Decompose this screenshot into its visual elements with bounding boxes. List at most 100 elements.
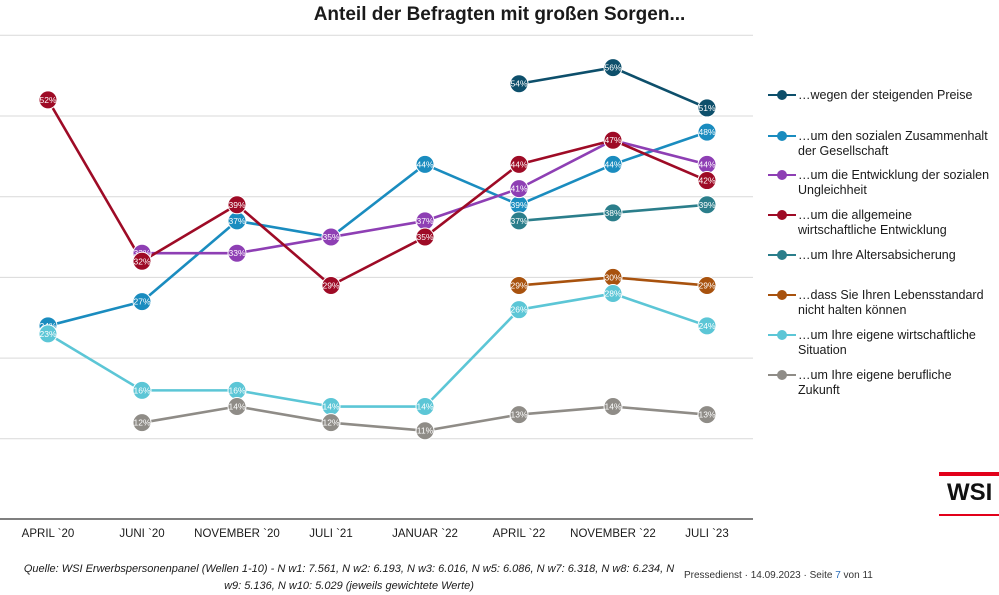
data-point	[415, 421, 435, 441]
data-point	[38, 324, 58, 344]
data-label: 44%	[416, 159, 433, 169]
wsi-logo: WSI	[939, 472, 999, 516]
legend-label: …wegen der steigenden Preise	[798, 88, 973, 102]
chart-title: Anteil der Befragten mit großen Sorgen..…	[313, 4, 686, 25]
legend-swatch	[768, 368, 798, 383]
data-label: 47%	[604, 135, 621, 145]
data-point	[38, 90, 58, 110]
data-point	[227, 195, 247, 215]
data-label: 35%	[416, 232, 433, 242]
legend-item: …um die Entwicklung der sozialen Ungleic…	[768, 168, 999, 198]
legend-label: …dass Sie Ihren Lebensstandard nicht hal…	[798, 288, 984, 317]
data-label: 26%	[510, 305, 527, 315]
data-point	[415, 154, 435, 174]
legend-swatch-dot	[777, 170, 787, 180]
data-point	[321, 413, 341, 433]
data-label: 38%	[604, 208, 621, 218]
data-label: 14%	[416, 402, 433, 412]
legend-swatch-dot	[777, 90, 787, 100]
data-label: 28%	[604, 289, 621, 299]
legend-swatch	[768, 288, 798, 303]
data-point	[321, 275, 341, 295]
page-footer: Pressedienst · 14.09.2023 · Seite 7 von …	[684, 570, 873, 581]
data-label: 32%	[133, 256, 150, 266]
data-point	[132, 292, 152, 312]
data-point	[603, 154, 623, 174]
legend-swatch-dot	[777, 290, 787, 300]
data-label: 23%	[39, 329, 56, 339]
legend-label: …um Ihre eigene wirtschaftliche Situatio…	[798, 328, 976, 357]
legend-swatch	[768, 88, 798, 103]
data-point	[321, 227, 341, 247]
data-point	[603, 397, 623, 417]
data-point	[603, 130, 623, 150]
data-label: 44%	[604, 159, 621, 169]
data-label: 39%	[228, 200, 245, 210]
data-label: 52%	[39, 95, 56, 105]
data-point	[697, 98, 717, 118]
data-point	[509, 275, 529, 295]
legend-swatch-dot	[777, 250, 787, 260]
legend-swatch-dot	[777, 131, 787, 141]
data-label: 11%	[417, 426, 434, 436]
data-label: 44%	[510, 159, 527, 169]
x-tick-label: NOVEMBER `22	[570, 528, 656, 540]
legend-item: …wegen der steigenden Preise	[768, 88, 999, 103]
data-label: 35%	[322, 232, 339, 242]
data-point	[227, 243, 247, 263]
data-label: 12%	[133, 418, 150, 428]
footer-suffix: von 11	[840, 570, 873, 581]
data-label: 12%	[322, 418, 339, 428]
data-label: 29%	[322, 280, 339, 290]
x-tick-label: JANUAR `22	[392, 528, 458, 540]
data-point	[697, 275, 717, 295]
data-point	[697, 171, 717, 191]
data-point	[697, 122, 717, 142]
series-line	[47, 130, 708, 328]
data-label: 41%	[510, 184, 527, 194]
footer-prefix: Pressedienst · 14.09.2023 · Seite	[684, 570, 836, 581]
data-point	[509, 179, 529, 199]
legend-label: …um die allgemeine wirtschaftliche Entwi…	[798, 208, 947, 237]
data-point	[132, 251, 152, 271]
data-label: 16%	[133, 385, 150, 395]
data-point	[603, 58, 623, 78]
legend-item: …um Ihre eigene berufliche Zukunft	[768, 368, 999, 398]
data-point	[132, 380, 152, 400]
data-label: 14%	[322, 402, 339, 412]
data-label: 42%	[698, 176, 715, 186]
legend-swatch-dot	[777, 330, 787, 340]
x-tick-label: NOVEMBER `20	[194, 528, 280, 540]
data-point	[603, 203, 623, 223]
x-tick-label: JULI `23	[685, 528, 728, 540]
legend-swatch-dot	[777, 210, 787, 220]
x-tick-label: JUNI `20	[119, 528, 164, 540]
source-note: Quelle: WSI Erwerbspersonenpanel (Wellen…	[23, 563, 675, 592]
legend-label: …um die Entwicklung der sozialen Ungleic…	[798, 168, 990, 197]
data-point	[132, 413, 152, 433]
legend-swatch	[768, 129, 798, 144]
data-label: 13%	[510, 410, 527, 420]
x-tick-label: APRIL `22	[493, 528, 546, 540]
series-line	[46, 99, 708, 287]
data-point	[509, 300, 529, 320]
data-point	[697, 195, 717, 215]
data-label: 37%	[228, 216, 245, 226]
data-point	[697, 405, 717, 425]
data-point	[509, 74, 529, 94]
data-label: 14%	[228, 402, 245, 412]
legend-item: …um Ihre Altersabsicherung	[768, 248, 999, 263]
x-tick-label: APRIL `20	[22, 528, 75, 540]
legend-swatch	[768, 168, 798, 183]
data-point	[509, 211, 529, 231]
data-label: 27%	[133, 297, 150, 307]
legend-label: …um den sozialen Zusammenhalt der Gesell…	[798, 129, 988, 158]
series-line	[47, 292, 708, 408]
data-label: 44%	[698, 159, 715, 169]
data-label: 13%	[698, 410, 715, 420]
legend-item: …um Ihre eigene wirtschaftliche Situatio…	[768, 328, 999, 358]
data-label: 14%	[604, 402, 621, 412]
legend-swatch	[768, 208, 798, 223]
data-label: 48%	[698, 127, 715, 137]
legend-label: …um Ihre eigene berufliche Zukunft	[798, 368, 952, 397]
